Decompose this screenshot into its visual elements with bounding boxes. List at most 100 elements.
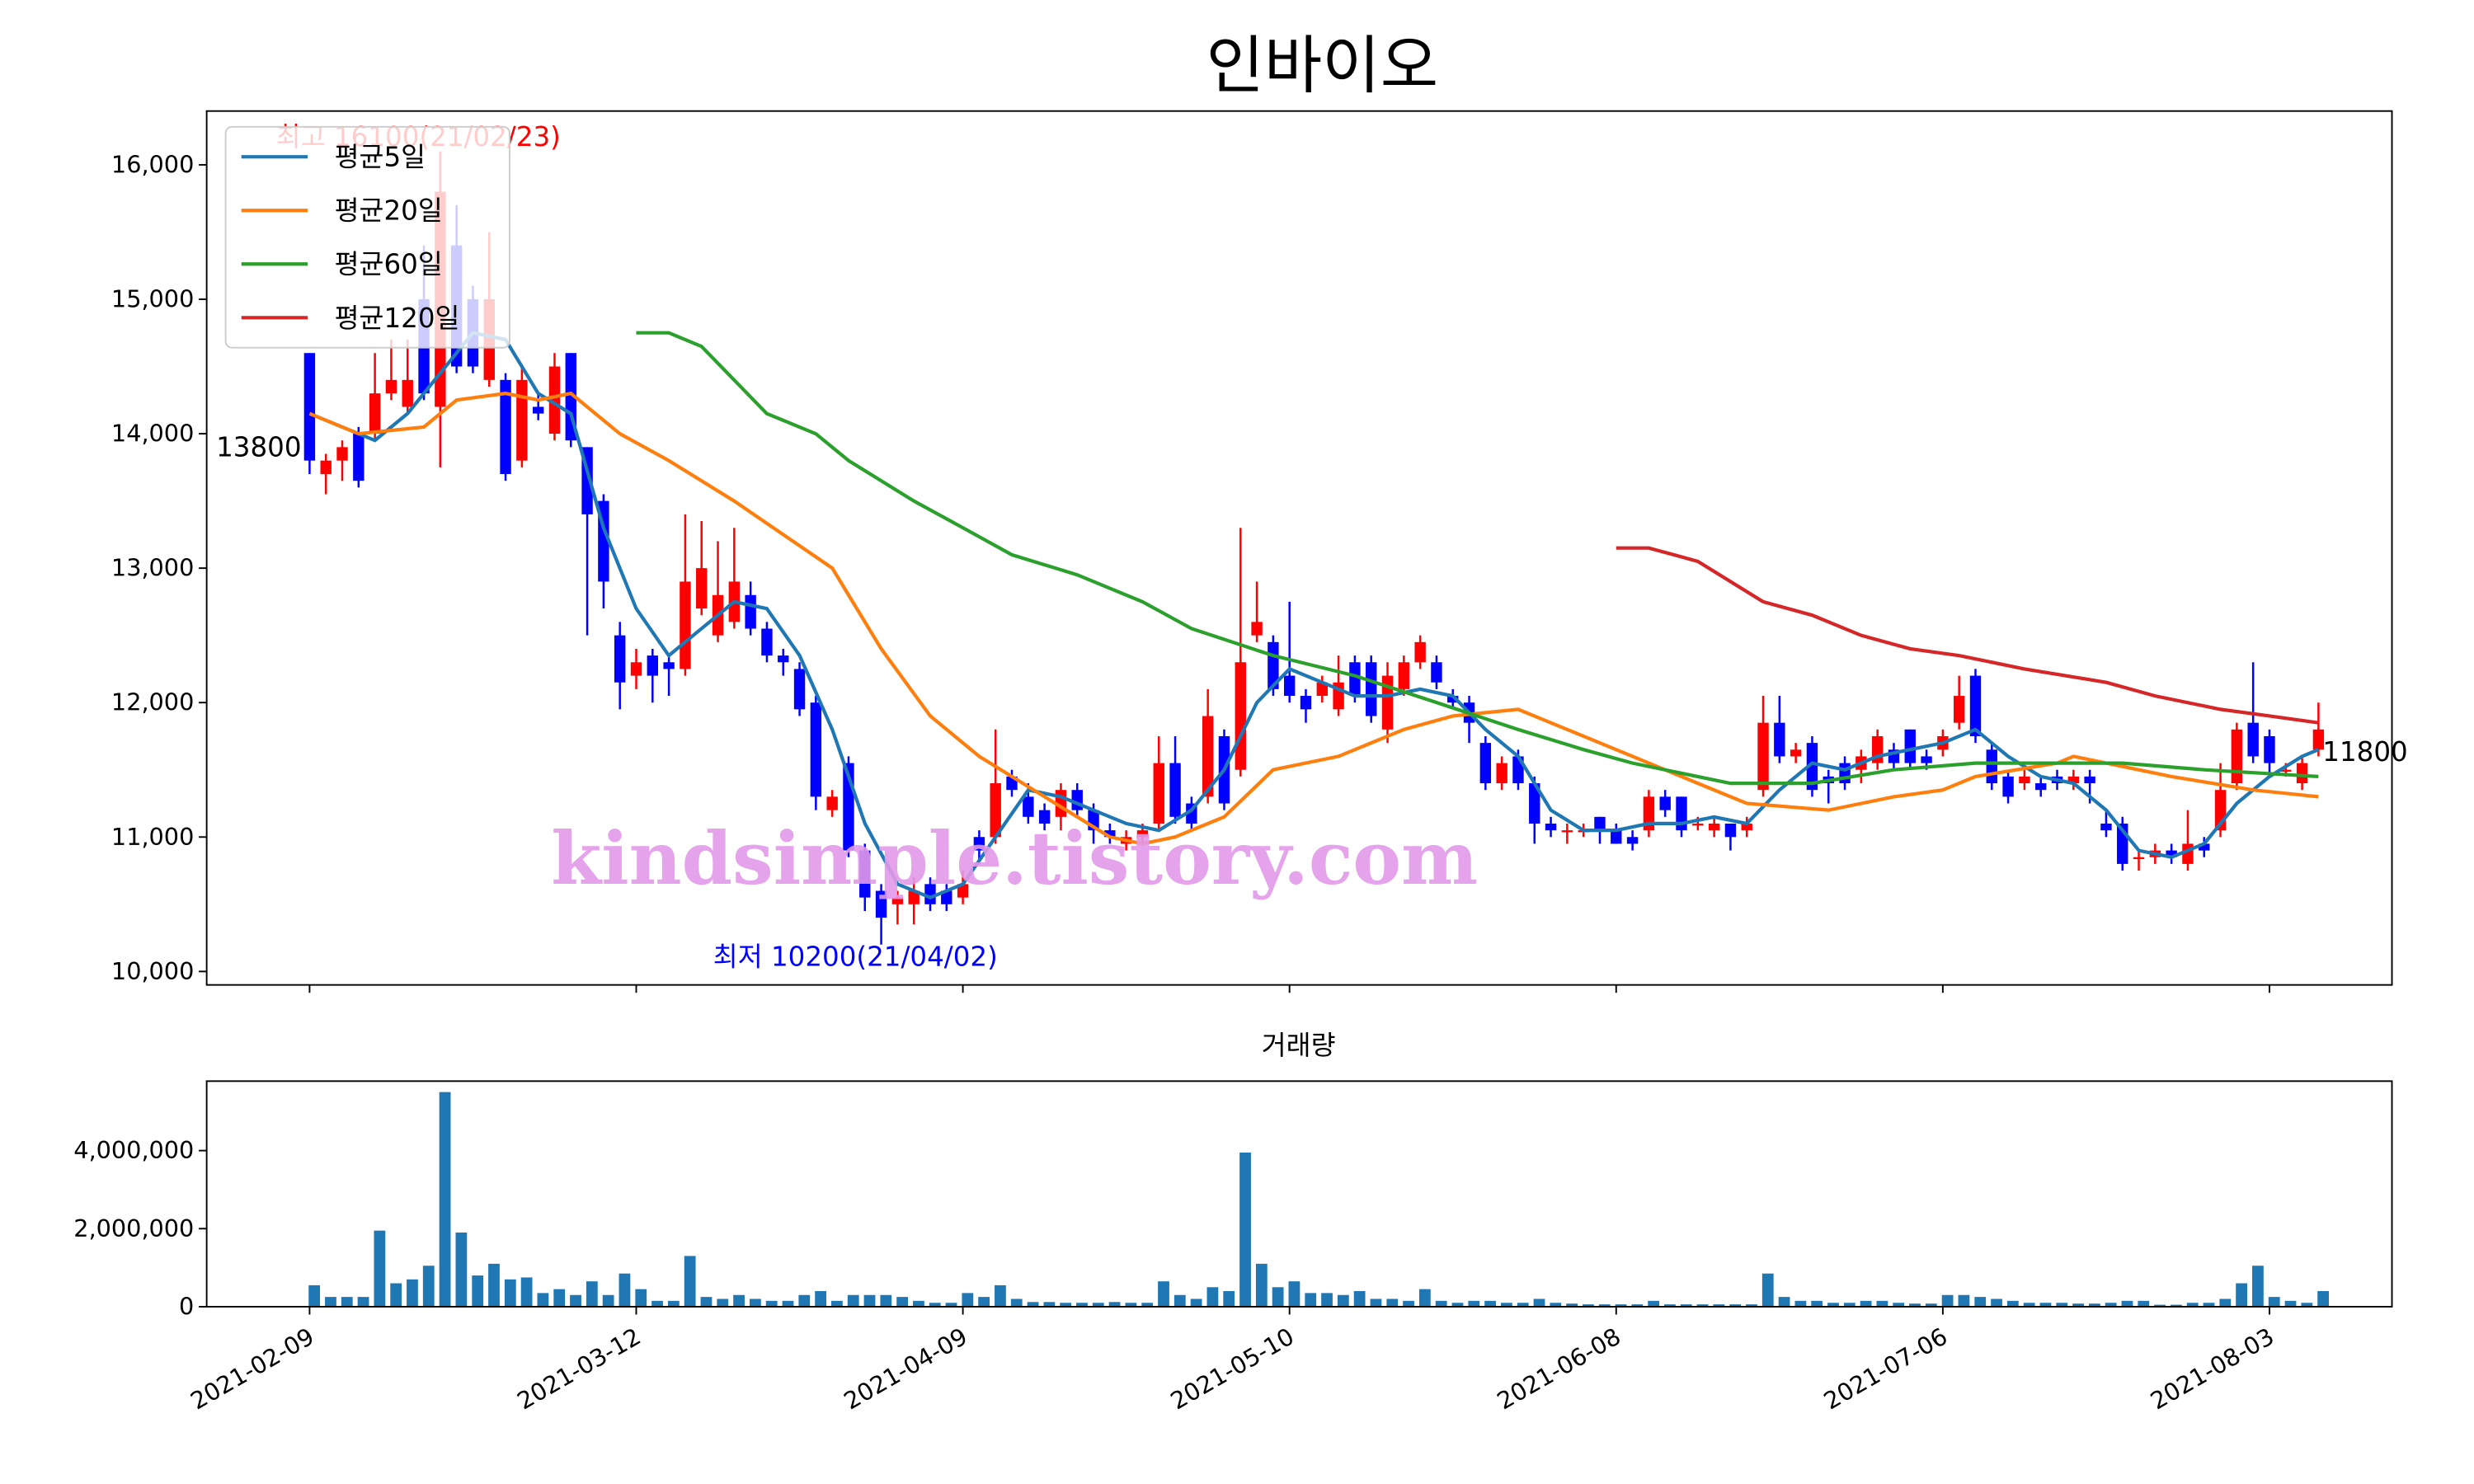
volume-bar (1648, 1300, 1660, 1307)
volume-bar (1206, 1287, 1219, 1307)
candle-body (859, 850, 871, 898)
candle-body (1659, 796, 1671, 810)
volume-bar (782, 1300, 794, 1307)
candle-body (1741, 823, 1752, 831)
candle-body (1104, 830, 1116, 838)
volume-bar (1501, 1303, 1512, 1307)
volume-bar (1403, 1300, 1414, 1307)
candle-body (1398, 662, 1410, 689)
volume-bar (1631, 1304, 1644, 1307)
volume-bar (1223, 1291, 1235, 1307)
volume-bar (537, 1293, 549, 1307)
volume-bar (1010, 1298, 1023, 1307)
volume-bar (390, 1283, 402, 1307)
low-annotation: 최저 10200(21/04/02) (713, 942, 998, 973)
candle-body (1594, 816, 1606, 831)
volume-bar (357, 1297, 369, 1307)
volume-bar (798, 1294, 811, 1307)
volume-bar (1255, 1263, 1268, 1307)
volume-bar (2219, 1298, 2232, 1307)
candle-body (1366, 662, 1377, 716)
volume-bar (863, 1294, 876, 1307)
volume-bar (733, 1294, 745, 1307)
volume-bar (1190, 1298, 1202, 1307)
volume-bar (1092, 1303, 1104, 1307)
candle-body (778, 655, 789, 663)
candle-body (1431, 662, 1442, 683)
volume-bar (765, 1300, 778, 1307)
legend-label: 평균20일 (335, 195, 443, 227)
candle-body (1921, 756, 1932, 763)
volume-bar (308, 1284, 321, 1307)
volume-bar (1664, 1304, 1676, 1307)
volume-bar (1125, 1303, 1137, 1307)
candle-body (402, 379, 413, 407)
volume-bar (1550, 1303, 1562, 1307)
candle-body (680, 581, 691, 669)
candle-body (990, 783, 1001, 838)
volume-bar (1598, 1304, 1611, 1307)
legend-label: 평균60일 (335, 249, 443, 280)
volume-bar (1713, 1304, 1725, 1307)
volume-bar (1680, 1304, 1692, 1307)
volume-bar (815, 1291, 826, 1307)
volume-bar (2252, 1266, 2264, 1307)
volume-bar (717, 1298, 729, 1307)
axes-frame (205, 1080, 2393, 1308)
y-tick-label: 13,000 (111, 554, 194, 582)
candle-body (973, 837, 985, 851)
candle-body (303, 353, 316, 461)
candle-body (924, 884, 936, 904)
candle-body (810, 702, 822, 797)
volume-bar (1337, 1294, 1349, 1307)
y-tick-label: 16,000 (111, 150, 194, 178)
legend-label: 평균120일 (335, 303, 460, 334)
volume-bar (945, 1303, 957, 1307)
volume-bar (407, 1279, 418, 1307)
candle-body (647, 655, 659, 676)
candle-body (614, 635, 626, 683)
axes-frame (205, 110, 2393, 986)
candle-body (1153, 763, 1164, 824)
candle-body (2280, 769, 2292, 773)
volume-bar (1860, 1300, 1872, 1307)
candle-body (2231, 729, 2243, 784)
candle-body (2002, 776, 2014, 797)
first-close-annotation: 13800 (216, 432, 301, 463)
volume-bar (2186, 1303, 2199, 1307)
volume-bar (1288, 1281, 1300, 1307)
volume-bar (2039, 1303, 2052, 1307)
ma-line (636, 331, 2319, 786)
candle-body (385, 379, 397, 394)
volume-bar (2088, 1303, 2100, 1307)
y-tick-label: 0 (179, 1293, 194, 1321)
volume-bar (488, 1263, 500, 1307)
candle-body (826, 796, 838, 810)
volume-bar (422, 1266, 435, 1307)
volume-bar (2105, 1303, 2117, 1307)
volume-bar (1876, 1300, 1888, 1307)
y-tick-label: 15,000 (111, 285, 194, 313)
candle-body (2264, 735, 2275, 763)
candle-body (908, 890, 920, 904)
candle-body (630, 662, 642, 676)
volume-bar (2154, 1304, 2166, 1307)
candle-body (1611, 830, 1622, 844)
volume-bar (880, 1294, 892, 1307)
volume-bar (1746, 1304, 1757, 1307)
volume-bar (995, 1284, 1006, 1307)
candle-body (2247, 722, 2259, 757)
volume-bar (374, 1230, 386, 1307)
candle-body (2019, 776, 2030, 784)
y-tick-label: 2,000,000 (73, 1214, 194, 1242)
volume-bar (2138, 1300, 2150, 1307)
candle-body (761, 628, 773, 656)
candle-body (336, 447, 348, 461)
volume-bar (1843, 1303, 1856, 1307)
candle-body (1447, 696, 1459, 703)
y-tick-label: 11,000 (111, 823, 194, 851)
volume-bar (1272, 1287, 1284, 1307)
candle-body (941, 890, 952, 904)
y-tick-label: 4,000,000 (73, 1136, 194, 1164)
candle-body (1479, 743, 1492, 784)
